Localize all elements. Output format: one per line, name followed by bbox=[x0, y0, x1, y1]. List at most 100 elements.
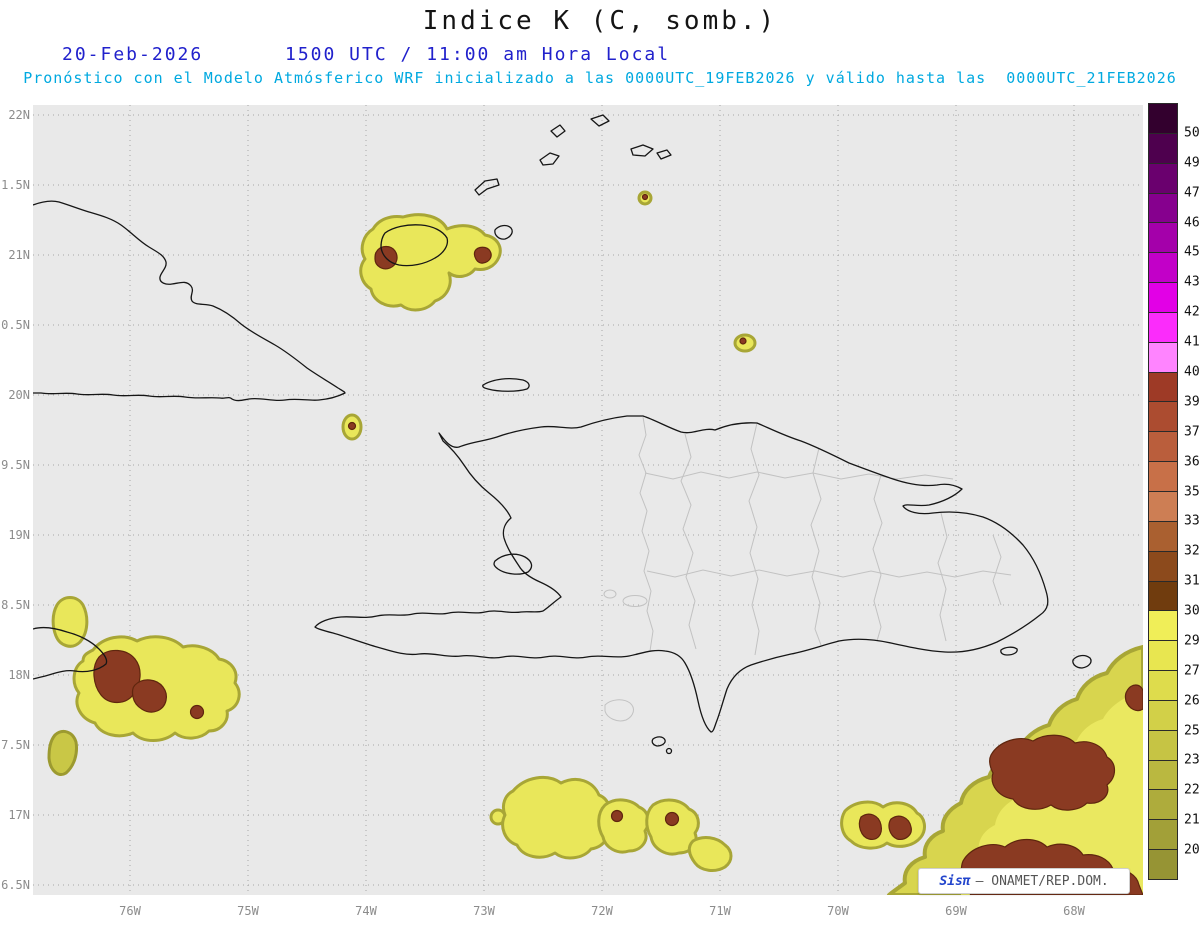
x-tick-label: 72W bbox=[591, 904, 613, 918]
contour-jamaica-west bbox=[47, 730, 78, 776]
beata-island bbox=[651, 736, 666, 747]
x-tick-label: 73W bbox=[473, 904, 495, 918]
colorbar-segment bbox=[1149, 462, 1177, 492]
y-tick-label: 20N bbox=[8, 388, 30, 402]
colorbar-segment bbox=[1149, 163, 1177, 194]
colorbar-label: 50 bbox=[1184, 125, 1200, 141]
saona-island bbox=[1000, 646, 1018, 656]
haiti-dr-border bbox=[638, 416, 654, 652]
colorbar-label: 25.2 bbox=[1184, 723, 1200, 739]
colorbar-segment bbox=[1149, 193, 1177, 224]
core-turks bbox=[641, 193, 649, 201]
x-tick-label: 71W bbox=[709, 904, 731, 918]
colorbar-label: 36.5 bbox=[1184, 454, 1200, 470]
watermark-brand: Sisπ bbox=[939, 873, 971, 889]
colorbar-label: 43.9 bbox=[1184, 274, 1200, 290]
colorbar-label: 47.8 bbox=[1184, 185, 1200, 201]
colorbar-label: 41.3 bbox=[1184, 334, 1200, 350]
watermark: Sisπ — ONAMET/REP.DOM. bbox=[918, 868, 1130, 894]
contour-jamaica-north bbox=[51, 596, 89, 648]
core-mid-south-1 bbox=[858, 813, 882, 840]
jamaica-coastline bbox=[32, 626, 108, 680]
colorbar-segment bbox=[1149, 700, 1177, 731]
colorbar-segment bbox=[1149, 491, 1177, 522]
contour-inagua bbox=[359, 213, 502, 312]
x-tick-label: 74W bbox=[355, 904, 377, 918]
colorbar-label: 45.2 bbox=[1184, 244, 1200, 260]
colorbar-segment bbox=[1149, 283, 1177, 313]
y-tick-label: 17N bbox=[8, 808, 30, 822]
y-tick-label: 0.5N bbox=[1, 318, 30, 332]
colorbar-segment bbox=[1149, 671, 1177, 701]
colorbar-segment bbox=[1149, 730, 1177, 761]
colorbar-segment bbox=[1149, 402, 1177, 433]
colorbar-label: 23.9 bbox=[1184, 752, 1200, 768]
y-tick-label: 6.5N bbox=[1, 878, 30, 892]
coastline-layer bbox=[32, 114, 1092, 755]
colorbar-segment bbox=[1149, 521, 1177, 552]
y-tick-label: 9.5N bbox=[1, 458, 30, 472]
x-tick-label: 75W bbox=[237, 904, 259, 918]
contour-south-4 bbox=[687, 836, 733, 872]
colorbar-segments bbox=[1148, 103, 1178, 880]
x-tick-label: 76W bbox=[119, 904, 141, 918]
colorbar-segment bbox=[1149, 312, 1177, 343]
great-inagua-island bbox=[380, 224, 449, 267]
y-tick-label: 8.5N bbox=[1, 598, 30, 612]
cuba-coastline bbox=[32, 200, 346, 402]
colorbar-label: 21.3 bbox=[1184, 812, 1200, 828]
colorbar-label: 32.6 bbox=[1184, 543, 1200, 559]
colorbar-label: 30 bbox=[1184, 603, 1200, 619]
colorbar-segment bbox=[1149, 104, 1177, 134]
colorbar-label: 49.1 bbox=[1184, 155, 1200, 171]
colorbar-segment bbox=[1149, 790, 1177, 821]
caicos-island-4 bbox=[590, 114, 610, 127]
contour-south-1 bbox=[501, 775, 612, 860]
colorbar-label: 35.2 bbox=[1184, 484, 1200, 499]
lake-azuei bbox=[603, 589, 617, 599]
page-title: Indice K (C, somb.) bbox=[422, 6, 778, 36]
colorbar-segment bbox=[1149, 342, 1177, 373]
tortuga-island bbox=[482, 378, 530, 392]
forecast-description: Pronóstico con el Modelo Atmósferico WRF… bbox=[23, 69, 1177, 87]
colorbar-segment bbox=[1149, 372, 1177, 403]
core-southeast-1 bbox=[989, 734, 1116, 811]
y-tick-label: 7.5N bbox=[1, 738, 30, 752]
core-inagua-east bbox=[473, 246, 492, 264]
colorbar-label: 27.8 bbox=[1184, 663, 1200, 679]
y-tick-label: 19N bbox=[8, 528, 30, 542]
grid-layer bbox=[33, 105, 1143, 895]
colorbar: 50 49.1 47.8 46.5 45.2 43.9 42.6 41.3 40 39.1 37.8… bbox=[1148, 103, 1200, 880]
colorbar-label: 29.1 bbox=[1184, 633, 1200, 649]
beata-islet bbox=[665, 747, 673, 755]
colorbar-segment bbox=[1149, 760, 1177, 791]
x-tick-label: 68W bbox=[1063, 904, 1085, 918]
contour-yellow-layer bbox=[47, 190, 1145, 897]
caicos-island-2 bbox=[539, 152, 560, 166]
core-mid-south-2 bbox=[888, 815, 912, 840]
hispaniola-coastline bbox=[314, 415, 1049, 733]
core-south-2 bbox=[610, 809, 624, 823]
colorbar-segment bbox=[1149, 611, 1177, 642]
mona-island bbox=[1072, 654, 1092, 669]
map-area: Sisπ — ONAMET/REP.DOM. bbox=[32, 105, 1145, 897]
colorbar-label: 33.9 bbox=[1184, 513, 1200, 529]
little-inagua-island bbox=[494, 224, 513, 240]
colorbar-label: 39.1 bbox=[1184, 394, 1200, 410]
colorbar-label: 31.3 bbox=[1184, 573, 1200, 589]
lagoon-south bbox=[604, 699, 634, 722]
colorbar-segment bbox=[1149, 581, 1177, 612]
colorbar-segment bbox=[1149, 223, 1177, 254]
core-jamaica-3 bbox=[189, 704, 205, 720]
colorbar-segment bbox=[1149, 820, 1177, 851]
caicos-island-3 bbox=[550, 124, 566, 138]
core-south-3 bbox=[664, 811, 680, 827]
colorbar-label: 20 bbox=[1184, 842, 1200, 858]
colorbar-segment bbox=[1149, 253, 1177, 284]
colorbar-segment bbox=[1149, 551, 1177, 582]
x-tick-label: 70W bbox=[827, 904, 849, 918]
y-tick-label: 21N bbox=[8, 248, 30, 262]
colorbar-segment bbox=[1149, 641, 1177, 672]
core-jamaica-2 bbox=[131, 679, 167, 713]
